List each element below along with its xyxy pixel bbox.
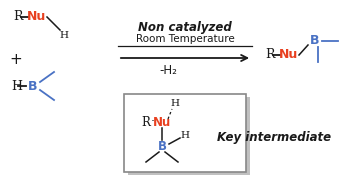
Text: Nu: Nu (279, 49, 299, 61)
Text: Non catalyzed: Non catalyzed (138, 22, 232, 35)
Text: R: R (13, 11, 23, 23)
Text: R: R (265, 49, 274, 61)
Text: H: H (181, 130, 189, 139)
Text: R: R (141, 115, 150, 129)
Text: H: H (59, 32, 69, 40)
Text: Room Temperature: Room Temperature (136, 34, 234, 44)
Text: Nu: Nu (153, 115, 171, 129)
Text: Key intermediate: Key intermediate (217, 132, 331, 145)
Text: -H₂: -H₂ (159, 64, 177, 77)
Bar (124, 94, 246, 172)
Text: H: H (11, 80, 22, 92)
Text: Nu: Nu (27, 11, 47, 23)
Text: H: H (171, 99, 179, 108)
Text: +: + (10, 53, 22, 67)
Bar (128, 97, 250, 175)
Text: B: B (28, 80, 38, 92)
Text: ·: · (151, 115, 155, 129)
Text: B: B (310, 35, 320, 47)
Text: B: B (158, 139, 166, 153)
